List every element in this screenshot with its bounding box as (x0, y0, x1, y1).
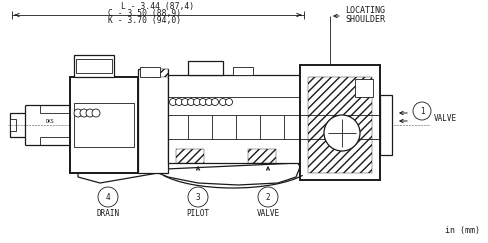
Circle shape (86, 109, 94, 117)
Text: 1: 1 (420, 106, 424, 115)
Bar (76, 59, 112, 73)
Text: 3: 3 (196, 192, 200, 201)
Text: DKS: DKS (46, 120, 54, 124)
Circle shape (194, 98, 201, 105)
Bar (300, 65, 380, 180)
Circle shape (200, 98, 206, 105)
Text: VALVE: VALVE (434, 114, 457, 123)
Circle shape (176, 98, 183, 105)
Text: L - 3.44 (87,4): L - 3.44 (87,4) (122, 2, 195, 11)
Bar (308, 77, 372, 173)
Circle shape (169, 98, 177, 105)
Bar (74, 103, 134, 147)
Text: C - 3.50 (88,9): C - 3.50 (88,9) (108, 9, 182, 18)
Bar (140, 67, 160, 77)
Circle shape (182, 98, 188, 105)
Circle shape (80, 109, 88, 117)
Circle shape (205, 98, 212, 105)
Polygon shape (148, 69, 168, 77)
Text: SHOULDER: SHOULDER (345, 15, 385, 24)
Text: DRAIN: DRAIN (97, 208, 120, 217)
Bar (86, 153, 116, 173)
Circle shape (188, 187, 208, 207)
Circle shape (74, 109, 82, 117)
Bar (70, 77, 138, 173)
Text: 4: 4 (106, 192, 110, 201)
Bar (74, 55, 114, 77)
Bar (10, 113, 25, 137)
Text: PILOT: PILOT (186, 208, 209, 217)
Bar (138, 69, 168, 173)
Circle shape (187, 98, 195, 105)
Bar (233, 67, 253, 75)
Bar (168, 75, 300, 163)
Circle shape (98, 187, 118, 207)
Text: in (mm): in (mm) (445, 226, 480, 235)
Text: K - 3.70 (94,0): K - 3.70 (94,0) (108, 16, 182, 25)
Bar (380, 95, 392, 155)
Polygon shape (78, 163, 300, 185)
Circle shape (324, 115, 360, 151)
Bar (188, 61, 223, 75)
Bar (10, 119, 16, 131)
Text: LOCATING: LOCATING (345, 6, 385, 15)
Circle shape (92, 109, 100, 117)
Circle shape (413, 102, 431, 120)
Bar (355, 79, 373, 97)
Circle shape (211, 98, 219, 105)
Text: 2: 2 (265, 192, 270, 201)
Bar (248, 149, 276, 163)
Circle shape (220, 98, 226, 105)
Text: VALVE: VALVE (256, 208, 280, 217)
Bar (176, 149, 204, 163)
Circle shape (258, 187, 278, 207)
Circle shape (225, 98, 232, 105)
